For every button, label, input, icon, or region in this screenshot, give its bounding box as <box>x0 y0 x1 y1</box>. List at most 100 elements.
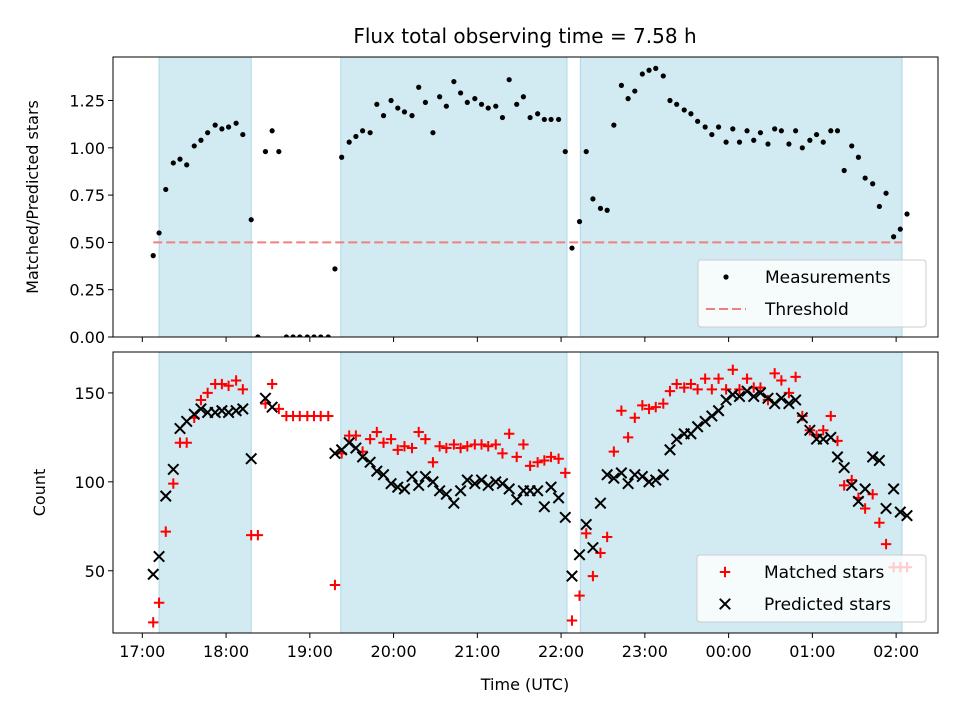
y-tick-label: 150 <box>74 384 105 403</box>
data-point <box>230 404 243 417</box>
legend-marker <box>719 598 731 610</box>
y-tick-label: 0.75 <box>69 186 105 205</box>
data-point <box>726 388 739 401</box>
data-point <box>266 378 278 390</box>
data-point <box>734 384 745 395</box>
data-point <box>799 145 805 151</box>
data-point <box>845 479 858 492</box>
data-point <box>681 107 687 113</box>
data-point <box>831 451 844 463</box>
data-point <box>695 118 701 124</box>
data-point <box>240 131 246 138</box>
data-point <box>527 114 533 121</box>
x-tick-label: 21:00 <box>454 642 500 661</box>
data-point <box>581 528 592 539</box>
data-point <box>639 71 645 77</box>
data-point <box>828 128 834 134</box>
data-point <box>215 404 228 417</box>
data-point <box>778 128 784 134</box>
data-point <box>870 181 876 187</box>
data-point <box>597 205 604 211</box>
data-point <box>420 433 431 445</box>
x-tick-label: 23:00 <box>622 642 668 661</box>
data-point <box>461 474 474 486</box>
data-point <box>532 457 543 468</box>
data-point <box>524 460 536 472</box>
data-point <box>511 451 522 463</box>
data-point <box>841 167 847 174</box>
legend-label: Threshold <box>764 300 849 320</box>
legend-box <box>697 259 927 328</box>
data-point <box>478 101 485 107</box>
x-tick-label: 01:00 <box>789 642 835 661</box>
top-panel-ratio: 0.00 0.25 0.50 0.75 1.00 1.25 Matched/Predicte… <box>23 56 939 347</box>
data-point <box>846 474 857 486</box>
data-point <box>744 128 750 134</box>
data-point <box>356 451 369 463</box>
observing-window <box>159 57 252 337</box>
data-point <box>587 541 599 554</box>
data-point <box>349 442 362 454</box>
legend: Matched stars Predicted stars <box>696 554 927 623</box>
data-point <box>181 437 192 448</box>
data-point <box>838 461 851 474</box>
data-point <box>757 130 764 136</box>
data-point <box>622 432 634 443</box>
data-point <box>664 443 676 456</box>
data-point <box>852 495 865 508</box>
data-point <box>209 406 222 419</box>
data-point <box>562 148 568 155</box>
data-point <box>248 217 254 223</box>
data-point <box>679 382 690 393</box>
data-point <box>422 99 429 106</box>
data-points <box>147 364 913 628</box>
data-point <box>304 334 310 337</box>
data-point <box>611 122 617 128</box>
data-point <box>772 126 778 132</box>
data-point <box>629 412 641 424</box>
data-point <box>503 428 515 440</box>
data-point <box>825 410 836 422</box>
data-point <box>216 378 228 390</box>
data-point <box>468 477 481 490</box>
data-point <box>643 475 655 488</box>
data-point <box>615 467 628 479</box>
data-point <box>535 111 541 117</box>
y-tick-label: 0.25 <box>69 281 105 300</box>
data-point <box>824 431 837 444</box>
data-point <box>574 590 585 601</box>
data-point <box>797 410 808 422</box>
data-point <box>443 103 449 109</box>
data-point <box>406 442 418 454</box>
data-point <box>255 334 261 337</box>
data-point <box>765 141 771 147</box>
data-point <box>252 529 264 541</box>
data-point <box>311 334 317 337</box>
data-point <box>391 481 404 494</box>
data-point <box>789 394 802 406</box>
data-point <box>451 78 457 85</box>
data-point <box>329 579 341 591</box>
data-point <box>555 116 562 123</box>
data-point <box>657 468 670 481</box>
legend-label: Measurements <box>765 268 891 288</box>
data-point <box>736 139 743 145</box>
data-point <box>266 401 279 414</box>
data-point <box>191 143 197 149</box>
data-point <box>497 448 508 459</box>
data-point <box>503 483 516 495</box>
data-point <box>472 96 478 102</box>
data-point <box>820 139 826 145</box>
data-point <box>545 481 557 494</box>
data-point <box>685 378 697 390</box>
data-point <box>350 430 362 441</box>
data-point <box>364 433 376 445</box>
data-point <box>262 148 269 155</box>
data-point <box>793 128 799 134</box>
x-tick-label: 00:00 <box>706 642 752 661</box>
data-point <box>332 266 338 272</box>
plot-frame <box>112 56 939 338</box>
data-point <box>769 368 780 379</box>
data-point <box>283 334 289 337</box>
data-point <box>720 384 732 395</box>
